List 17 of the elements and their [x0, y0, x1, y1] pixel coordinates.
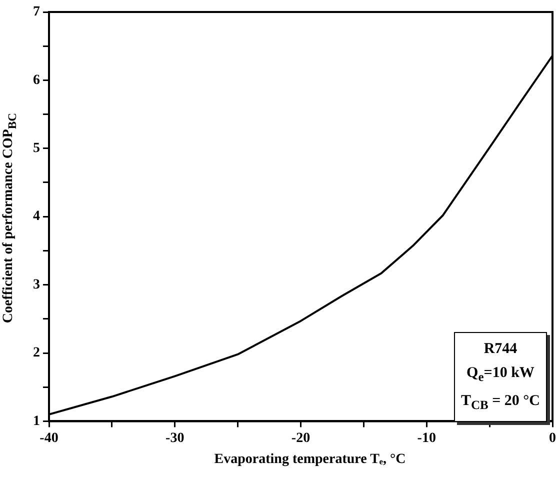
annotation: R744 [482, 340, 518, 359]
y-tick-label: 4 [33, 209, 40, 224]
y-tick-label: 6 [33, 72, 40, 88]
x-tick-label: -20 [291, 431, 310, 446]
y-tick-label: 3 [33, 277, 40, 292]
annotation: Q$_{e}$=10 kW [466, 364, 536, 386]
y-tick-label: 2 [33, 346, 40, 361]
y-tick-label: 1 [33, 414, 40, 429]
x-tick-label: 0 [549, 431, 556, 446]
x-tick-label: -30 [166, 431, 184, 446]
y-tick-label: 7 [33, 4, 40, 20]
x-axis-title: Evaporating temperature Tₑ, °C [213, 452, 407, 468]
x-tick-label: -10 [417, 431, 436, 446]
annotation: T$_{CB}$ = 20 °C [460, 392, 540, 414]
text-box: R744 Q$_{e}$=10 kW T$_{CB}$ = 20 °C [454, 332, 547, 422]
y-tick-label: 5 [33, 141, 40, 156]
x-tick-label: -40 [40, 431, 58, 446]
